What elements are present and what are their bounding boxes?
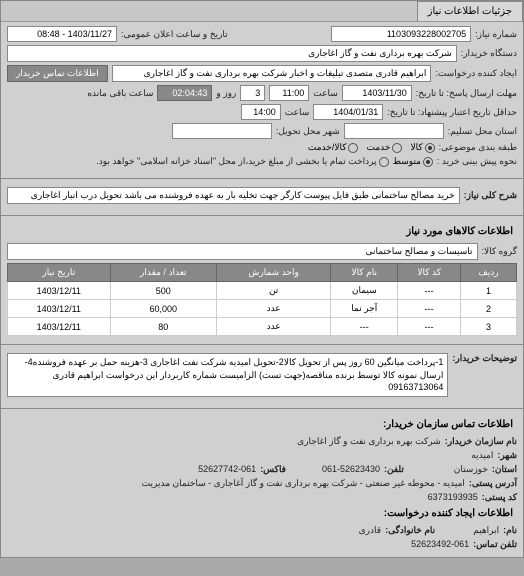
contact-state-label: استان:: [492, 464, 517, 475]
treasury-checkbox[interactable]: پرداخت تمام یا بخشی از مبلغ خرید،از محل …: [96, 156, 388, 167]
creator-phone: 52623492-061: [411, 539, 469, 549]
creator-title: اطلاعات ایجاد کننده درخواست:: [7, 506, 517, 521]
datetime-value: 1403/11/27 - 08:48: [7, 26, 117, 42]
radio-goods[interactable]: کالا: [410, 142, 434, 153]
goods-table: ردیف کد کالا نام کالا واحد شمارش تعداد /…: [7, 263, 517, 336]
validity-time: 14:00: [241, 104, 281, 120]
creator-name-label: نام:: [503, 525, 517, 536]
org-label: دستگاه خریدار:: [461, 48, 517, 59]
city-label: شهر محل تحویل:: [276, 126, 340, 137]
creator-phone-label: تلفن تماس:: [473, 539, 517, 550]
response-deadline-label: مهلت ارسال پاسخ: تا تاریخ:: [416, 88, 517, 99]
state-value: [344, 123, 444, 139]
creator-family: قادری: [359, 525, 381, 536]
need-title: خرید مصالح ساختمانی طبق فایل پیوست کارگر…: [7, 187, 460, 204]
method-label: نحوه پیش بینی خرید :: [437, 156, 517, 167]
subject-type-radios: کالا خدمت کالا/خدمت: [308, 142, 435, 153]
method-radios: متوسط: [393, 156, 433, 167]
org-value: شرکت بهره برداری نفت و گاز اغاجاری: [7, 45, 457, 62]
time-label-1: ساعت: [313, 88, 338, 99]
col-unit: واحد شمارش: [217, 264, 331, 282]
contact-state: خوزستان: [408, 464, 488, 475]
contact-title: اطلاعات تماس سازمان خریدار:: [7, 417, 517, 432]
validity-label: حداقل تاریخ اعتبار پیشنهاد: تا تاریخ:: [387, 107, 517, 118]
contact-postal-label: کد پستی:: [482, 492, 517, 503]
time-label-2: ساعت: [285, 107, 310, 118]
contact-phone: 061-52623430: [290, 464, 380, 474]
need-title-label: شرح کلی نیاز:: [464, 190, 517, 201]
goods-section-title: اطلاعات کالاهای مورد نیاز: [7, 224, 517, 239]
table-row: 2---آجر نماعدد60,0001403/12/11: [8, 300, 517, 318]
contact-org-label: نام سازمان خریدار:: [445, 436, 517, 447]
contact-address: امیدیه - محوطه غیر صنعتی - شرکت بهره برد…: [142, 478, 465, 489]
budget-row-label: طبقه بندی موضوعی:: [439, 142, 517, 153]
table-row: 1---سیمانتن5001403/12/11: [8, 282, 517, 300]
contact-city-label: شهر:: [497, 450, 517, 461]
tab-bar: جزئیات اطلاعات نیاز: [1, 1, 523, 22]
radio-both[interactable]: کالا/خدمت: [308, 142, 359, 153]
buyer-notes: 1-پرداخت میانگین 60 روز پس از تحویل کالا…: [7, 353, 448, 397]
response-time: 11:00: [269, 85, 309, 101]
response-date: 1403/11/30: [342, 85, 412, 101]
creator-name: ابراهیم: [439, 525, 499, 536]
radio-medium[interactable]: متوسط: [393, 156, 433, 167]
col-row: ردیف: [461, 264, 517, 282]
buyer-notes-label: توضیحات خریدار:: [452, 353, 517, 364]
requester-label: ایجاد کننده درخواست:: [435, 68, 517, 79]
col-name: نام کالا: [331, 264, 398, 282]
group-value: تاسیسات و مصالح ساختمانی: [7, 243, 478, 260]
col-qty: تعداد / مقدار: [110, 264, 217, 282]
table-row: 3------عدد801403/12/11: [8, 318, 517, 336]
radio-service[interactable]: خدمت: [366, 142, 402, 153]
contact-fax-label: فاکس:: [260, 464, 286, 475]
tab-details[interactable]: جزئیات اطلاعات نیاز: [417, 1, 523, 21]
city-value: [172, 123, 272, 139]
requester-value: ابراهیم قادری متصدی تبلیغات و اخبار شرکت…: [112, 65, 432, 82]
validity-date: 1404/01/31: [313, 104, 383, 120]
datetime-label: تاریخ و ساعت اعلان عمومی:: [121, 29, 228, 40]
state-label: استان محل تسلیم:: [448, 126, 517, 137]
contact-org: شرکت بهره برداری نفت و گاز اغاجاری: [297, 436, 441, 447]
contact-buyer-button[interactable]: اطلاعات تماس خریدار: [7, 65, 108, 82]
remaining-time: 02:04:43: [157, 85, 212, 101]
creator-family-label: نام خانوادگی:: [385, 525, 435, 536]
col-code: کد کالا: [398, 264, 461, 282]
request-no: 1103093228002705: [331, 26, 471, 42]
days-label: روز و: [216, 88, 236, 99]
days-value: 3: [240, 85, 265, 101]
contact-address-label: آدرس پستی:: [469, 478, 517, 489]
col-date: تاریخ نیاز: [8, 264, 111, 282]
contact-city: امیدیه: [471, 450, 493, 461]
remaining-label: ساعت باقی مانده: [87, 88, 153, 99]
contact-postal: 6373193935: [428, 492, 478, 502]
contact-phone-label: تلفن:: [384, 464, 404, 475]
request-no-label: شماره نیاز:: [475, 29, 517, 40]
contact-fax: 52627742-061: [198, 464, 256, 474]
group-label: گروه کالا:: [482, 246, 517, 257]
